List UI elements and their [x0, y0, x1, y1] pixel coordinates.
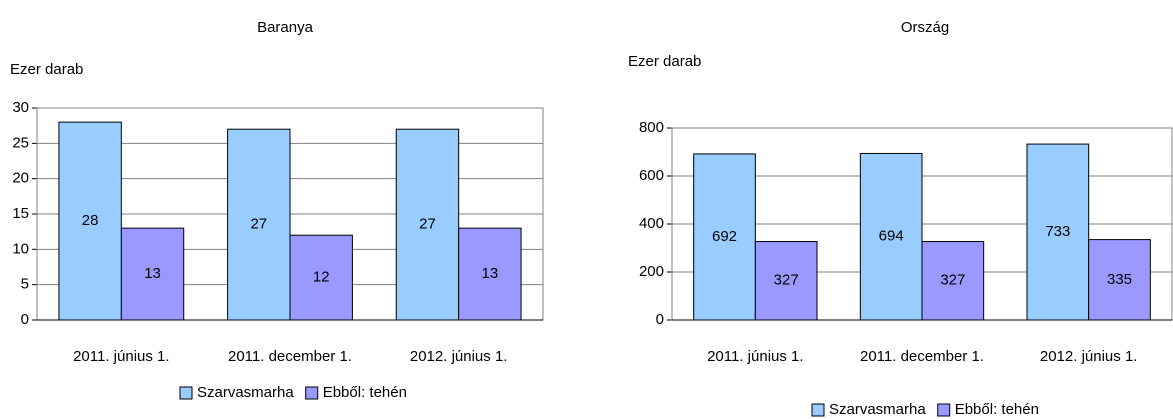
data-label: 327 — [774, 272, 799, 289]
data-label: 28 — [82, 212, 99, 229]
legend-swatch — [305, 386, 319, 400]
data-label: 27 — [419, 216, 436, 233]
bar — [458, 227, 522, 321]
y-axis-label: Ezer darab — [10, 61, 83, 78]
bar — [227, 128, 291, 321]
y-tick-label: 25 — [12, 134, 29, 151]
x-tick-label: 2012. június 1. — [410, 348, 508, 365]
y-tick-label: 200 — [639, 263, 664, 280]
data-label: 12 — [313, 269, 330, 286]
y-tick-label: 20 — [12, 170, 29, 187]
data-label: 13 — [482, 265, 499, 282]
data-label: 733 — [1045, 223, 1070, 240]
y-tick-label: 30 — [12, 99, 29, 116]
legend-swatch — [937, 403, 951, 417]
data-label: 692 — [712, 228, 737, 245]
bar — [289, 234, 353, 321]
bar — [120, 227, 185, 321]
y-tick-label: 400 — [639, 215, 664, 232]
y-tick-label: 0 — [21, 311, 29, 328]
x-tick-label: 2011. december 1. — [860, 348, 984, 365]
legend-label: Szarvasmarha — [829, 401, 926, 418]
y-tick-label: 15 — [12, 205, 29, 222]
x-tick-label: 2011. június 1. — [707, 348, 803, 365]
legend-label: Ebből: tehén — [955, 401, 1039, 418]
data-label: 27 — [250, 216, 267, 233]
x-tick-label: 2011. december 1. — [228, 348, 352, 365]
bar — [754, 241, 818, 321]
data-label: 327 — [940, 272, 965, 289]
data-label: 694 — [879, 228, 904, 245]
bar — [921, 241, 985, 321]
y-tick-label: 10 — [12, 240, 29, 257]
bar — [693, 153, 756, 321]
y-axis-label: Ezer darab — [628, 53, 701, 70]
legend-label: Szarvasmarha — [197, 384, 294, 401]
data-label: 335 — [1107, 271, 1132, 288]
bar — [859, 152, 923, 321]
x-tick-label: 2011. június 1. — [73, 348, 169, 365]
bar — [1088, 239, 1151, 321]
bar — [58, 121, 122, 321]
legend-swatch — [811, 403, 825, 417]
y-tick-label: 600 — [639, 167, 664, 184]
legend-swatch — [179, 386, 193, 400]
legend-label: Ebből: tehén — [323, 384, 407, 401]
data-label: 13 — [144, 265, 161, 282]
y-tick-label: 5 — [21, 276, 29, 293]
chart-title: Ország — [901, 19, 949, 36]
bar — [1026, 143, 1090, 321]
y-tick-label: 800 — [639, 119, 664, 136]
x-tick-label: 2012. június 1. — [1040, 348, 1138, 365]
y-tick-label: 0 — [656, 311, 664, 328]
bar — [395, 128, 460, 321]
chart-title: Baranya — [257, 19, 314, 36]
